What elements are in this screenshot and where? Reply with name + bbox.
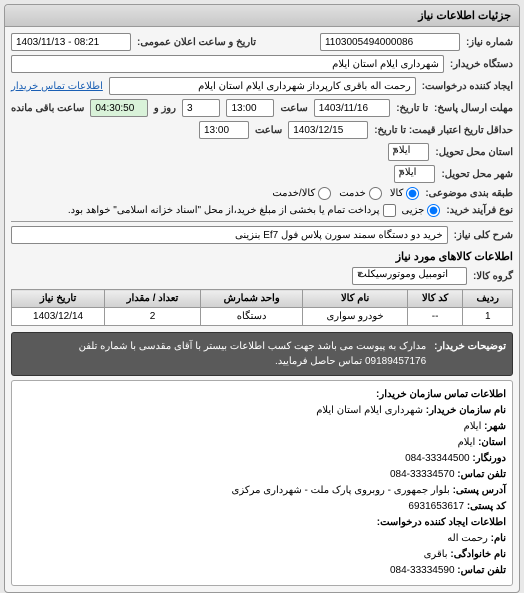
- col-date: تاریخ نیاز: [12, 290, 105, 308]
- deadline-send-label: مهلت ارسال پاسخ:: [434, 103, 513, 114]
- postal-value: 6931653617: [408, 501, 464, 512]
- family-value: باقری: [424, 549, 448, 560]
- radio-service[interactable]: [369, 187, 382, 200]
- need-title-label: شرح کلی نیاز:: [454, 230, 513, 241]
- buyer-note-text: مدارک به پیوست می باشد جهت کسب اطلاعات ب…: [18, 339, 426, 369]
- phone-value: 33334570-084: [390, 469, 455, 480]
- province-select[interactable]: ایلام: [388, 143, 430, 161]
- col-row: ردیف: [463, 290, 513, 308]
- buyer-label: دستگاه خریدار:: [450, 59, 513, 70]
- org-value: شهرداری ایلام استان ایلام: [316, 405, 423, 416]
- subject-type-service[interactable]: خدمت: [339, 187, 382, 200]
- remain-time: 04:30:50: [90, 99, 148, 117]
- subject-type-both[interactable]: کالا/خدمت: [272, 187, 331, 200]
- checkbox-treasury[interactable]: [383, 204, 396, 217]
- time-label-2: ساعت: [255, 125, 282, 136]
- goods-header: اطلاعات کالاهای مورد نیاز: [11, 250, 513, 263]
- subject-type-goods[interactable]: کالا: [390, 187, 420, 200]
- deadline-valid-time: 13:00: [199, 121, 249, 139]
- need-number-label: شماره نیاز:: [466, 37, 513, 48]
- col-code: کد کالا: [407, 290, 463, 308]
- cell-qty: 2: [105, 308, 201, 326]
- table-header-row: ردیف کد کالا نام کالا واحد شمارش تعداد /…: [12, 290, 513, 308]
- main-panel: جزئیات اطلاعات نیاز شماره نیاز: 11030054…: [4, 4, 520, 593]
- province-label: استان محل تحویل:: [435, 147, 513, 158]
- fax-value: 33344500-084: [405, 453, 470, 464]
- province2-value: ایلام: [458, 437, 476, 448]
- deadline-send-time: 13:00: [226, 99, 274, 117]
- name-value: رحمت اله: [447, 533, 488, 544]
- city-label: شهر محل تحویل:: [441, 169, 513, 180]
- deadline-valid-date: 1403/12/15: [288, 121, 368, 139]
- contact-header: اطلاعات تماس سازمان خریدار:: [376, 389, 506, 400]
- province2-label: استان:: [478, 437, 506, 448]
- process-partial[interactable]: جزیی: [402, 204, 441, 217]
- buyer-field: شهرداری ایلام استان ایلام: [11, 55, 444, 73]
- phone2-label: تلفن تماس:: [457, 565, 506, 576]
- cell-date: 1403/12/14: [12, 308, 105, 326]
- address-label: آدرس پستی:: [453, 485, 506, 496]
- creator-label: ایجاد کننده درخواست:: [422, 81, 513, 92]
- col-unit: واحد شمارش: [200, 290, 303, 308]
- city-select[interactable]: ایلام: [394, 165, 436, 183]
- creator-field: رحمت اله باقری کارپرداز شهرداری ایلام اس…: [109, 77, 416, 95]
- postal-label: کد پستی:: [467, 501, 506, 512]
- remain-day-label: روز و: [154, 103, 176, 114]
- goods-group-select[interactable]: اتومبیل وموتورسیکلت: [352, 267, 467, 285]
- address-value: بلوار جمهوری - روبروی پارک ملت - شهرداری…: [232, 485, 450, 496]
- phone2-value: 33334590-084: [390, 565, 455, 576]
- subject-type-group: کالا خدمت کالا/خدمت: [272, 187, 419, 200]
- goods-group-label: گروه کالا:: [473, 271, 513, 282]
- col-name: نام کالا: [303, 290, 407, 308]
- goods-table: ردیف کد کالا نام کالا واحد شمارش تعداد /…: [11, 289, 513, 326]
- org-label: نام سازمان خریدار:: [426, 405, 506, 416]
- subject-type-label: طبقه بندی موضوعی:: [425, 188, 513, 199]
- radio-partial[interactable]: [427, 204, 440, 217]
- buyer-note-label: توضیحات خریدار:: [434, 339, 506, 369]
- cell-name: خودرو سواری: [303, 308, 407, 326]
- table-row[interactable]: 1 -- خودرو سواری دستگاه 2 1403/12/14: [12, 308, 513, 326]
- deadline-send-to-label: تا تاریخ:: [396, 103, 428, 114]
- buyer-note-box: توضیحات خریدار: مدارک به پیوست می باشد ج…: [11, 332, 513, 376]
- fax-label: دورنگار:: [472, 453, 506, 464]
- phone-label: تلفن تماس:: [457, 469, 506, 480]
- process-type-label: نوع فرآیند خرید:: [446, 205, 513, 216]
- deadline-valid-label: حداقل تاریخ اعتبار قیمت: تا تاریخ:: [374, 125, 513, 136]
- col-qty: تعداد / مقدار: [105, 290, 201, 308]
- radio-goods[interactable]: [406, 187, 419, 200]
- need-number-field: 1103005494000086: [320, 33, 460, 51]
- deadline-send-date: 1403/11/16: [314, 99, 391, 117]
- city2-label: شهر:: [484, 421, 506, 432]
- panel-body: شماره نیاز: 1103005494000086 تاریخ و ساع…: [5, 27, 519, 592]
- contact-link[interactable]: اطلاعات تماس خریدار: [11, 81, 103, 92]
- remain-suffix: ساعت باقی مانده: [11, 103, 84, 114]
- contact-sub-header: اطلاعات ایجاد کننده درخواست:: [377, 517, 506, 528]
- family-label: نام خانوادگی:: [450, 549, 506, 560]
- contact-section: اطلاعات تماس سازمان خریدار: نام سازمان خ…: [11, 380, 513, 586]
- name-label: نام:: [491, 533, 506, 544]
- panel-title: جزئیات اطلاعات نیاز: [5, 5, 519, 27]
- remain-days: 3: [182, 99, 221, 117]
- announce-date-label: تاریخ و ساعت اعلان عمومی:: [137, 37, 256, 48]
- cell-unit: دستگاه: [200, 308, 303, 326]
- city2-value: ایلام: [464, 421, 482, 432]
- cell-code: --: [407, 308, 463, 326]
- process-treasury[interactable]: پرداخت تمام یا بخشی از مبلغ خرید،از محل …: [68, 204, 396, 217]
- announce-date-field: 1403/11/13 - 08:21: [11, 33, 131, 51]
- need-title-field: خرید دو دستگاه سمند سورن پلاس فول Ef7 بن…: [11, 226, 448, 244]
- radio-both[interactable]: [318, 187, 331, 200]
- cell-row: 1: [463, 308, 513, 326]
- time-label-1: ساعت: [280, 103, 307, 114]
